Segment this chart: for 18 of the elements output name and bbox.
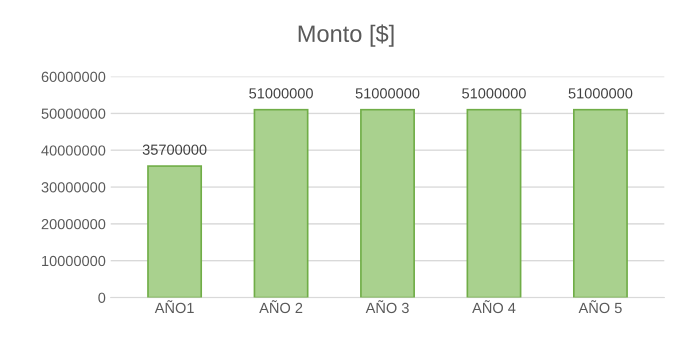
- x-tick-label: AÑO 2: [259, 300, 302, 314]
- y-tick-label: 0: [98, 292, 106, 303]
- data-label: 51000000: [249, 88, 313, 98]
- x-tick-label: AÑO1: [154, 300, 194, 314]
- y-tick-label: 10000000: [42, 256, 106, 266]
- y-tick-label: 60000000: [42, 72, 106, 82]
- data-label: 51000000: [568, 88, 632, 98]
- x-tick-label: AÑO 4: [472, 300, 516, 314]
- data-label: 51000000: [462, 88, 526, 98]
- y-tick-label: 40000000: [41, 145, 106, 156]
- chart-title: Monto [$]: [298, 24, 394, 47]
- x-tick-label: AÑO 5: [578, 300, 622, 314]
- y-tick-label: 20000000: [42, 218, 106, 230]
- data-label: 51000000: [356, 88, 420, 98]
- y-tick-label: 30000000: [42, 182, 106, 192]
- y-tick-label: 50000000: [42, 108, 106, 119]
- data-label: 35700000: [142, 144, 206, 155]
- x-tick-label: AÑO 3: [366, 300, 409, 314]
